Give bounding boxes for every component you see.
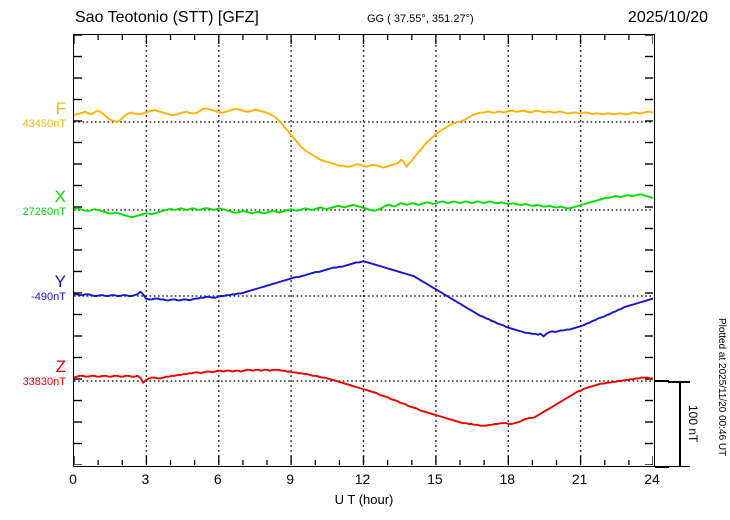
observation-date: 2025/10/20 <box>627 9 708 26</box>
plotted-at-wrap: Plotted at 2025/11/20 00:46 UT <box>716 318 727 461</box>
x-tick-label-24: 24 <box>644 471 660 487</box>
scale-bar-line <box>679 381 681 467</box>
x-tick-label-9: 9 <box>286 471 295 487</box>
component-symbol-f: F <box>55 99 66 118</box>
scale-bar-label: 100 nT <box>686 405 700 443</box>
scale-bar <box>668 381 690 467</box>
x-tick-label-0: 0 <box>69 471 77 487</box>
x-axis-tick-labels: 0 3 6 9 12 15 18 21 24 <box>69 471 660 491</box>
component-symbol-x: X <box>54 187 66 206</box>
scale-bar-cap-top <box>668 381 690 383</box>
component-label-x: X 27260nT <box>23 188 66 219</box>
component-label-f: F 43450nT <box>23 100 66 131</box>
x-tick-label-12: 12 <box>354 471 371 487</box>
scale-bar-cap-bottom <box>668 465 690 467</box>
component-label-y: Y -490nT <box>31 273 66 304</box>
magnetogram-plot <box>74 35 653 465</box>
component-baseline-f: 43450nT <box>22 118 66 130</box>
scale-bar-bottom-rule <box>655 466 669 468</box>
x-tick-label-6: 6 <box>213 471 222 487</box>
geographic-coordinates: GG ( 37.55°, 351.27°) <box>367 13 474 25</box>
component-baseline-y: -490nT <box>31 291 66 303</box>
component-baseline-z: 33830nT <box>22 376 66 388</box>
scale-bar-top-rule <box>655 380 669 382</box>
station-title: Sao Teotonio (STT) [GFZ] <box>75 9 259 26</box>
component-label-z: Z 33830nT <box>23 358 66 389</box>
plotted-at-text: Plotted at 2025/11/20 00:46 UT <box>716 318 727 457</box>
component-symbol-y: Y <box>54 272 66 291</box>
component-symbol-z: Z <box>55 357 66 376</box>
x-tick-label-15: 15 <box>427 471 443 487</box>
x-tick-label-18: 18 <box>499 471 516 487</box>
plot-frame <box>73 34 655 467</box>
x-tick-label-21: 21 <box>571 471 588 487</box>
x-axis-title: U T (hour) <box>334 492 394 507</box>
scale-bar-label-wrap: 100 nT <box>686 381 700 467</box>
x-tick-label-3: 3 <box>141 471 150 487</box>
component-baseline-x: 27260nT <box>22 206 66 218</box>
